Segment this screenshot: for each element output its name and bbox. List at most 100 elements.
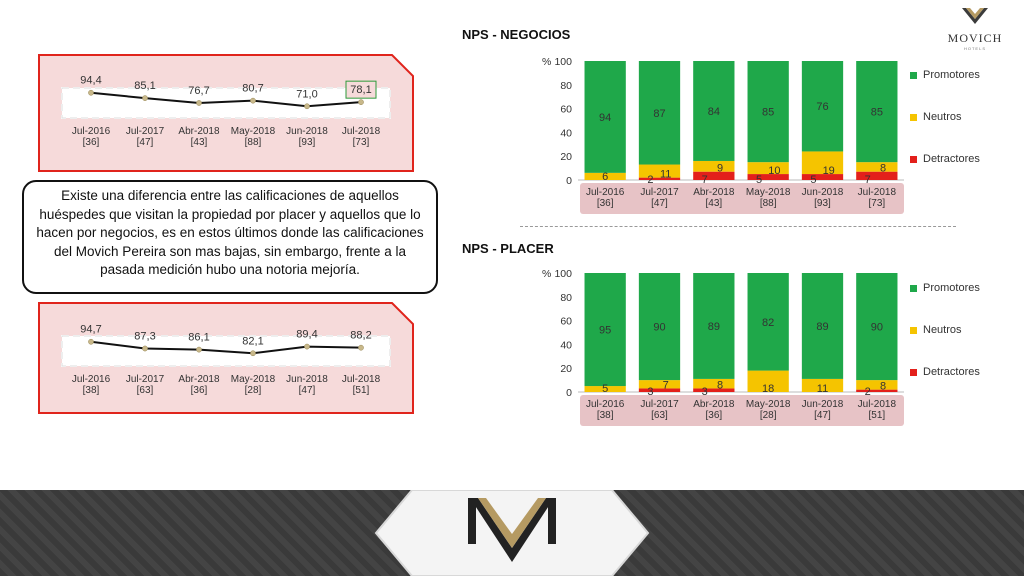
brand-logo: MOVICH HOTELS xyxy=(940,6,1010,51)
legend-item-promotores: Promotores xyxy=(910,69,980,81)
data-label: 76,7 xyxy=(188,85,209,97)
data-label-promotores: 90 xyxy=(653,322,665,334)
series-line xyxy=(90,91,362,108)
data-label: 86,1 xyxy=(188,332,209,344)
bar-segment-promotores xyxy=(856,61,898,163)
data-label-detractores: 5 xyxy=(756,174,762,186)
legend-item-neutros: Neutros xyxy=(910,111,962,123)
legend-item-neutros: Neutros xyxy=(910,324,962,336)
data-label-detractores: 2 xyxy=(865,386,871,398)
brand-name: MOVICH xyxy=(947,31,1003,45)
x-tick-label: Jun-2018 [47] xyxy=(286,374,328,396)
x-tick-label: Jul-2017 [47] xyxy=(126,126,165,148)
y-tick-label: 40 xyxy=(560,127,572,139)
bar-segment-neutros xyxy=(801,378,844,392)
data-label: 82,1 xyxy=(242,335,263,347)
data-label-neutros: 8 xyxy=(880,163,886,175)
data-label-neutros: 9 xyxy=(717,163,723,175)
bar-segment-neutros xyxy=(584,172,626,180)
bar-segment-neutros xyxy=(693,160,735,172)
footer-brand-mark-icon xyxy=(468,498,556,562)
footer-logo-panel xyxy=(374,490,650,576)
bar-segment-detractores xyxy=(693,388,735,392)
bar-segment-detractores xyxy=(638,177,681,180)
highlight-box xyxy=(345,80,377,99)
data-point xyxy=(142,95,148,101)
data-label-neutros: 6 xyxy=(602,171,608,183)
legend-item-detractores: Detractores xyxy=(910,153,980,165)
legend-swatch xyxy=(910,284,917,292)
bar-segment-promotores xyxy=(693,61,735,161)
data-label-promotores: 85 xyxy=(762,107,774,119)
data-label-promotores: 94 xyxy=(599,112,611,124)
line-chart-negocios: 94,4 85,1 76,7 80,7 71,0 78,1 Jul-2016 [36] Jul-… xyxy=(38,54,414,172)
data-label: 94,4 xyxy=(80,75,101,87)
bar-segment-promotores xyxy=(801,61,844,152)
y-axis-label: % xyxy=(542,56,551,68)
data-label-detractores: 7 xyxy=(865,174,871,186)
data-label: 88,2 xyxy=(350,330,371,342)
bar-segment-promotores xyxy=(801,273,844,379)
series-line xyxy=(90,340,362,355)
data-label-promotores: 90 xyxy=(871,322,883,334)
x-tick-label: May-2018 [28] xyxy=(231,374,276,396)
line-dashed-box xyxy=(61,87,391,119)
y-tick-label: 80 xyxy=(560,80,572,92)
data-label-neutros: 10 xyxy=(768,165,780,177)
data-label-neutros: 5 xyxy=(602,383,608,395)
y-tick-label: 100 xyxy=(554,268,572,280)
data-label-neutros: 11 xyxy=(660,169,671,181)
bar-segment-promotores xyxy=(856,273,898,381)
x-tick-label: Jul-2018 [73] xyxy=(858,187,897,209)
brand-mark-icon xyxy=(962,8,988,24)
x-tick-label: Abr-2018 [36] xyxy=(693,399,735,421)
x-tick-label: Jun-2018 [93] xyxy=(286,126,328,148)
data-point xyxy=(250,97,256,104)
data-label-neutros: 8 xyxy=(880,381,886,393)
x-tick-label: May-2018 [28] xyxy=(746,399,791,421)
line-chart-placer: 94,7 87,3 86,1 82,1 89,4 88,2 Jul-2016 [38] Jul-… xyxy=(38,302,414,414)
bar-segment-detractores xyxy=(856,389,898,392)
x-tick-label: Jul-2016 [36] xyxy=(72,126,111,148)
data-label: 78,1 xyxy=(350,84,371,96)
legend-swatch xyxy=(910,326,917,334)
section-divider xyxy=(520,226,956,227)
bar-segment-neutros xyxy=(856,380,898,390)
legend-label: Promotores xyxy=(923,282,980,294)
legend-label: Detractores xyxy=(923,153,980,165)
x-tick-label: Jul-2016 [38] xyxy=(586,399,625,421)
data-point xyxy=(358,344,364,351)
data-point xyxy=(250,350,256,357)
data-label: 89,4 xyxy=(296,329,317,341)
legend-label: Detractores xyxy=(923,366,980,378)
bar-segment-neutros xyxy=(801,151,844,175)
legend-item-detractores: Detractores xyxy=(910,366,980,378)
bar-segment-neutros xyxy=(584,386,626,392)
x-tick-label: Jul-2018 [51] xyxy=(858,399,897,421)
data-point xyxy=(142,345,148,352)
y-tick-label: 0 xyxy=(566,175,572,187)
legend-swatch xyxy=(910,113,917,121)
data-point xyxy=(196,346,202,353)
x-tick-label: Jul-2016 [38] xyxy=(72,374,111,396)
legend-swatch xyxy=(910,368,917,376)
data-label: 80,7 xyxy=(242,83,263,95)
y-tick-label: 0 xyxy=(566,387,572,399)
x-tick-label: Abr-2018 [43] xyxy=(693,187,735,209)
x-tick-label: May-2018 [88] xyxy=(231,126,276,148)
data-point xyxy=(88,89,94,96)
data-label-detractores: 3 xyxy=(702,386,708,398)
footer-band xyxy=(0,490,1024,576)
legend-swatch xyxy=(910,155,917,163)
bar-segment-detractores xyxy=(638,388,681,392)
x-tick-label: Abr-2018 [43] xyxy=(178,126,220,148)
line-dashed-box-outline xyxy=(61,335,391,367)
data-label-promotores: 89 xyxy=(816,321,828,333)
data-point xyxy=(304,103,310,110)
title-negocios: NPS - NEGOCIOS xyxy=(462,27,571,42)
data-label-neutros: 8 xyxy=(717,379,723,391)
title-placer: NPS - PLACER xyxy=(462,241,554,256)
legend-label: Neutros xyxy=(923,324,962,336)
